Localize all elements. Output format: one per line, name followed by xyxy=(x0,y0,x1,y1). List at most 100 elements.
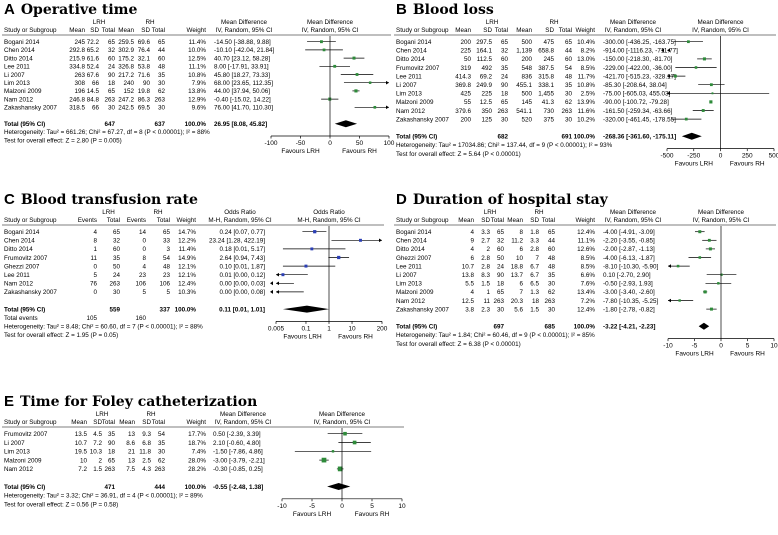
study-value: 9.3 xyxy=(142,431,151,438)
study-value: 379.6 xyxy=(455,108,471,115)
study-weight: 12.4% xyxy=(577,229,595,236)
study-ci: -229.00 [-422.00, -36.00] xyxy=(603,65,673,72)
panel-title-text: Blood loss xyxy=(412,2,494,18)
study-value: 14.5 xyxy=(87,88,100,95)
study-value: 14 xyxy=(139,229,147,236)
study-ci: -14.50 [-38.88, 9.88] xyxy=(214,39,271,46)
col-header-study: Study or Subgroup xyxy=(396,217,449,224)
panel-title: A Operative time xyxy=(4,1,137,18)
study-marker xyxy=(678,299,681,302)
study-ci: -150.00 [-218.30, -81.70] xyxy=(603,56,673,63)
study-value: 1 xyxy=(93,246,97,253)
study-value: 90 xyxy=(501,82,509,89)
study-value: 60 xyxy=(565,56,573,63)
study-value: 65 xyxy=(565,39,573,46)
left-arrow-icon xyxy=(276,281,279,286)
total-n1: 471 xyxy=(104,484,115,491)
col-header-weight: Weight xyxy=(177,217,197,224)
study-marker xyxy=(352,440,357,445)
study-ci: -421.70 [-515.23, -328.17] xyxy=(603,73,676,80)
panel-title: D Duration of hospital stay xyxy=(396,191,608,208)
study-value: 249.9 xyxy=(476,82,492,89)
x-axis-tick-label: -10 xyxy=(663,343,673,350)
total-ci: -3.22 [-4.21, -2.23] xyxy=(603,324,656,331)
study-value: 6.5 xyxy=(530,281,539,288)
study-marker xyxy=(709,100,713,104)
panel-blood-loss: B Blood loss LRH RH Mean Difference Mean Dif… xyxy=(392,0,778,180)
study-weight: 2.5% xyxy=(581,91,596,98)
panel-title-text: Duration of hospital stay xyxy=(412,192,608,208)
left-arrow-icon xyxy=(276,290,279,294)
pooled-diamond xyxy=(334,120,358,128)
study-value: 23 xyxy=(163,272,171,279)
study-ci: -4.00 [-6.13, -1.87] xyxy=(603,255,655,262)
forest-plot-duration-hospital-stay: LRH RH Mean Difference Mean Difference Study… xyxy=(394,209,778,358)
study-ci: 0.50 [-2.39, 3.39] xyxy=(213,431,261,438)
study-value: 13.7 xyxy=(511,272,524,279)
study-weight: 7.9% xyxy=(192,80,207,87)
study-value: 8.3 xyxy=(481,272,490,279)
study-ci: -3.00 [-3.40, -2.60] xyxy=(603,289,655,296)
study-value: 326.8 xyxy=(118,64,134,71)
study-value: 24 xyxy=(113,272,121,279)
x-axis-tick-label: 0 xyxy=(328,140,332,147)
col-header: Total xyxy=(102,27,115,34)
total-ci: -268.36 [-361.60, -175.11] xyxy=(603,134,676,141)
study-marker xyxy=(354,89,358,93)
favours-left-label: Favours LRH xyxy=(281,148,320,155)
plot-method-header: IV, Random, 95% CI xyxy=(314,419,371,426)
study-value: 11 xyxy=(90,255,97,262)
study-value: 65.2 xyxy=(87,47,100,54)
study-value: 7.2 xyxy=(78,466,87,473)
study-weight: 13.0% xyxy=(577,56,595,63)
study-weight: 12.4% xyxy=(577,306,595,313)
study-weight: 28.0% xyxy=(188,457,206,464)
heterogeneity-text: Heterogeneity: Tau² = 17034.86; Chi² = 1… xyxy=(396,142,613,149)
study-ci: 23.24 [1.28, 422.19] xyxy=(209,238,265,245)
total-n1: 559 xyxy=(109,306,120,313)
study-value: 30 xyxy=(565,116,573,123)
study-value: 263 xyxy=(497,108,508,115)
study-value: 65 xyxy=(548,229,556,236)
study-value: 4 xyxy=(470,229,474,236)
x-axis-tick-label: 0.005 xyxy=(268,325,285,332)
study-ci: 0.24 [0.07, 0.77] xyxy=(219,229,265,236)
study-weight: 11.4% xyxy=(179,246,197,253)
study-value: 225 xyxy=(460,48,471,55)
col-header: Mean xyxy=(458,217,474,224)
panel-letter: A xyxy=(4,1,15,18)
study-value: 259.5 xyxy=(118,39,134,46)
study-value: 62 xyxy=(158,88,166,95)
study-value: 315.8 xyxy=(538,73,554,80)
col-header: Events xyxy=(78,217,97,224)
study-value: 35 xyxy=(501,65,509,72)
study-marker xyxy=(673,74,677,78)
extra-row-value: 105 xyxy=(86,315,97,322)
study-value: 10.3 xyxy=(90,449,103,456)
study-value: 76 xyxy=(90,281,98,288)
panel-foley-catheterization: E Time for Foley catheterization LRH RH Mea… xyxy=(0,392,420,535)
method-header: IV, Random, 95% CI xyxy=(216,27,273,34)
study-value: 500 xyxy=(521,91,532,98)
x-axis-tick-label: 100 xyxy=(384,140,395,147)
study-weight: 12.5% xyxy=(188,55,206,62)
study-value: 541.1 xyxy=(516,108,532,115)
favours-right-label: Favours RH xyxy=(342,148,377,155)
study-value: 246.8 xyxy=(69,96,85,103)
group1-header: LRH xyxy=(102,209,115,216)
heterogeneity-text: Heterogeneity: Tau² = 3.32; Chi² = 36.91… xyxy=(4,493,203,500)
study-value: 247.2 xyxy=(118,96,134,103)
study-value: 0 xyxy=(93,263,97,270)
study-value: 10 xyxy=(516,255,524,262)
col-header: Total xyxy=(491,217,504,224)
study-value: 62 xyxy=(565,99,573,106)
study-value: 24 xyxy=(108,64,116,71)
study-value: 5.5 xyxy=(465,281,474,288)
forest-plot-operative-time: LRH RH Mean Difference Mean Difference Study… xyxy=(2,19,395,155)
study-marker xyxy=(687,40,690,44)
col-header-weight: Weight xyxy=(187,27,207,34)
study-weight: 11.7% xyxy=(578,73,596,80)
study-marker xyxy=(333,64,337,68)
study-value: 35 xyxy=(108,431,116,438)
study-value: 60 xyxy=(113,246,121,253)
